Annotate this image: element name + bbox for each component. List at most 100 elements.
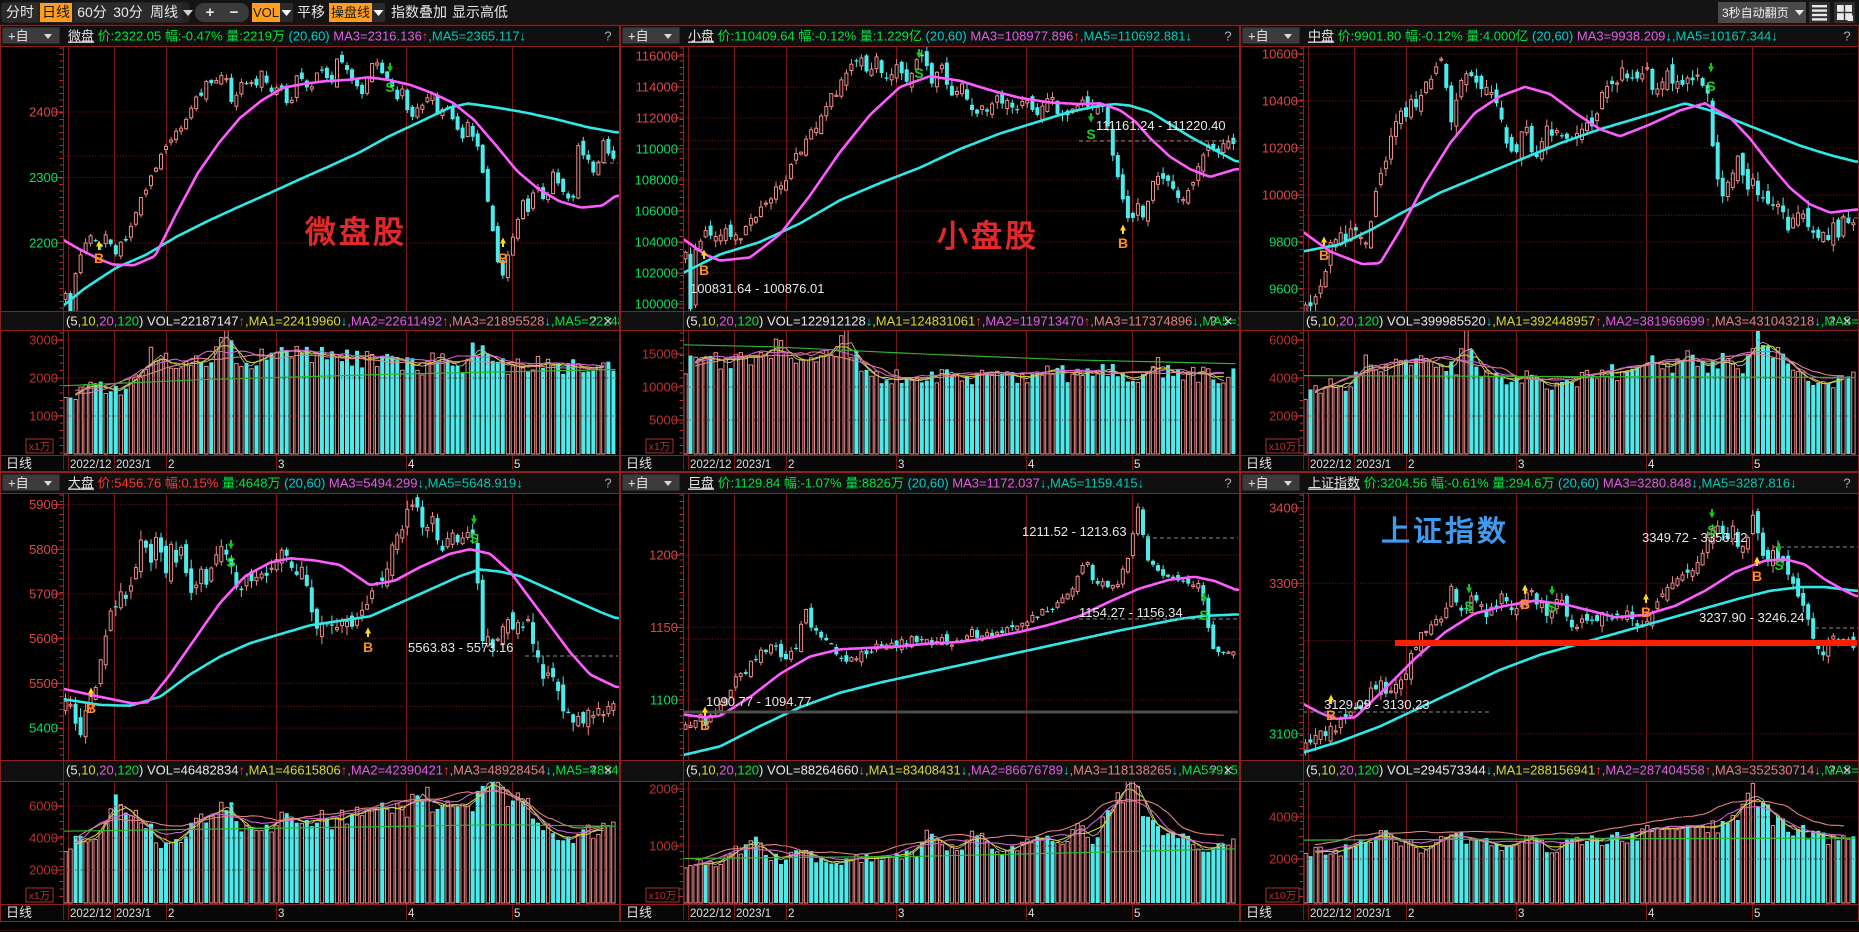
svg-text:周线: 周线 (150, 4, 178, 20)
svg-text:5: 5 (1134, 908, 1140, 920)
svg-text:3秒自动翻页: 3秒自动翻页 (1722, 6, 1789, 20)
svg-text:x10万: x10万 (1269, 890, 1296, 902)
svg-text:2023/1: 2023/1 (736, 908, 771, 920)
svg-text:5900: 5900 (29, 497, 58, 512)
svg-text:4: 4 (1648, 908, 1655, 920)
svg-text:60分: 60分 (77, 4, 107, 20)
svg-text:10600: 10600 (1262, 47, 1298, 62)
svg-text:S: S (469, 530, 478, 546)
svg-text:?: ? (1209, 763, 1216, 778)
svg-text:大盘 价:5456.76 幅:0.15% 量:4648万 (: 大盘 价:5456.76 幅:0.15% 量:4648万 (20,60) MA3… (68, 476, 523, 491)
svg-text:+自: +自 (628, 476, 649, 491)
svg-text:x1万: x1万 (29, 890, 51, 902)
svg-text:x1万: x1万 (649, 441, 671, 453)
svg-text:上证指数 价:3204.56 幅:-0.61% 量:294.: 上证指数 价:3204.56 幅:-0.61% 量:294.6万 (20,60)… (1308, 476, 1797, 491)
svg-text:2000: 2000 (29, 371, 58, 386)
svg-text:+: + (206, 4, 215, 21)
svg-text:x1万: x1万 (29, 441, 51, 453)
svg-text:116000: 116000 (636, 49, 678, 64)
svg-text:B: B (363, 639, 373, 655)
svg-text:?: ? (1828, 314, 1835, 329)
svg-text:日线: 日线 (6, 456, 32, 471)
svg-text:S: S (1774, 557, 1783, 573)
svg-text:3: 3 (1518, 459, 1524, 471)
svg-text:x10万: x10万 (649, 890, 676, 902)
svg-text:2000: 2000 (1269, 409, 1298, 424)
svg-text:分时: 分时 (6, 4, 34, 20)
svg-text:110000: 110000 (636, 142, 678, 157)
svg-text:✕: ✕ (1223, 764, 1233, 778)
svg-text:5400: 5400 (29, 721, 58, 736)
svg-text:4: 4 (408, 908, 415, 920)
svg-text:(5,10,20,120) VOL=122912128↓,M: (5,10,20,120) VOL=122912128↓,MA1=1248310… (686, 314, 1244, 329)
svg-text:30分: 30分 (113, 4, 143, 20)
svg-text:3000: 3000 (29, 333, 58, 348)
svg-text:B: B (699, 262, 709, 278)
svg-text:S: S (226, 554, 235, 570)
svg-text:4000: 4000 (1269, 810, 1298, 825)
svg-text:显示高低: 显示高低 (452, 4, 508, 20)
svg-text:?: ? (1828, 763, 1835, 778)
svg-text:2023/1: 2023/1 (116, 459, 151, 471)
svg-text:15000: 15000 (642, 347, 678, 362)
svg-text:?: ? (1843, 29, 1850, 44)
svg-text:1090.77 - 1094.77: 1090.77 - 1094.77 (706, 694, 812, 709)
svg-text:S: S (1547, 599, 1556, 615)
svg-text:✕: ✕ (603, 764, 613, 778)
svg-text:2000: 2000 (29, 863, 58, 878)
svg-text:3100: 3100 (1269, 726, 1298, 741)
svg-text:2022/12: 2022/12 (690, 908, 732, 920)
svg-text:+自: +自 (628, 29, 649, 44)
svg-text:B: B (498, 250, 508, 266)
svg-text:4: 4 (1648, 459, 1655, 471)
svg-text:4: 4 (408, 459, 415, 471)
svg-text:5: 5 (1134, 459, 1140, 471)
svg-text:2023/1: 2023/1 (1356, 908, 1391, 920)
svg-text:S: S (914, 65, 923, 81)
svg-text:5: 5 (1754, 459, 1760, 471)
svg-text:S: S (1706, 78, 1715, 94)
svg-text:100000: 100000 (635, 297, 678, 312)
svg-text:日线: 日线 (626, 905, 652, 920)
svg-text:2000: 2000 (1269, 852, 1298, 867)
svg-text:100831.64 - 100876.01: 100831.64 - 100876.01 (690, 281, 824, 296)
svg-text:日线: 日线 (1246, 456, 1272, 471)
svg-text:小盘股: 小盘股 (937, 219, 1039, 254)
svg-text:102000: 102000 (635, 266, 678, 281)
svg-text:B: B (86, 700, 96, 716)
svg-text:106000: 106000 (635, 204, 678, 219)
svg-text:3300: 3300 (1269, 576, 1298, 591)
svg-text:3237.90 - 3246.24: 3237.90 - 3246.24 (1699, 610, 1805, 625)
svg-text:x10万: x10万 (1269, 441, 1296, 453)
svg-text:日线: 日线 (626, 456, 652, 471)
svg-text:3349.72 - 3356.12: 3349.72 - 3356.12 (1642, 530, 1748, 545)
svg-text:10000: 10000 (1262, 188, 1298, 203)
svg-text:2022/12: 2022/12 (1310, 908, 1352, 920)
svg-text:3400: 3400 (1269, 501, 1298, 516)
svg-text:6000: 6000 (29, 799, 58, 814)
svg-text:S: S (1199, 607, 1208, 623)
svg-text:日线: 日线 (42, 4, 70, 20)
svg-text:4000: 4000 (1269, 371, 1298, 386)
svg-text:VOL: VOL (253, 5, 279, 20)
svg-text:3: 3 (278, 908, 284, 920)
svg-text:+自: +自 (1248, 476, 1269, 491)
svg-text:?: ? (1224, 29, 1231, 44)
svg-text:10000: 10000 (642, 380, 678, 395)
svg-text:(5,10,20,120) VOL=46482834↑,MA: (5,10,20,120) VOL=46482834↑,MA1=46615806… (66, 763, 626, 778)
svg-text:2: 2 (788, 908, 794, 920)
svg-text:2200: 2200 (29, 236, 58, 251)
svg-text:小盘 价:110409.64 幅:-0.12% 量:1.22: 小盘 价:110409.64 幅:-0.12% 量:1.229亿 (20,60)… (688, 29, 1192, 44)
svg-text:✕: ✕ (1842, 315, 1852, 329)
svg-text:2400: 2400 (29, 105, 58, 120)
svg-text:?: ? (1843, 476, 1850, 491)
svg-text:中盘 价:9901.80 幅:-0.12% 量:4.000亿: 中盘 价:9901.80 幅:-0.12% 量:4.000亿 (20,60) M… (1308, 29, 1778, 44)
svg-text:1100: 1100 (650, 693, 678, 708)
svg-text:S: S (1086, 126, 1095, 142)
svg-text:(5,10,20,120) VOL=22187147↑,MA: (5,10,20,120) VOL=22187147↑,MA1=22419960… (66, 314, 625, 329)
svg-text:5600: 5600 (29, 631, 58, 646)
svg-text:?: ? (589, 314, 596, 329)
svg-text:1211.52 - 1213.63: 1211.52 - 1213.63 (1022, 524, 1127, 539)
svg-text:108000: 108000 (635, 173, 678, 188)
svg-text:5: 5 (514, 908, 520, 920)
